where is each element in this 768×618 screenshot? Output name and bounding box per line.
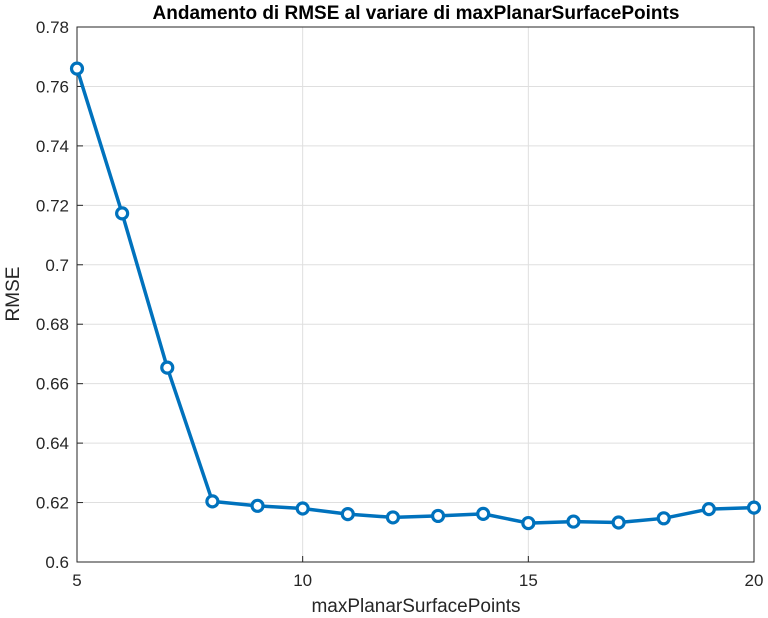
y-tick-label: 0.74 xyxy=(36,137,69,156)
data-point xyxy=(115,206,130,221)
y-axis-label: RMSE xyxy=(3,267,24,322)
x-tick-label: 5 xyxy=(72,571,81,590)
data-point xyxy=(566,514,581,529)
data-point xyxy=(476,506,491,521)
data-point xyxy=(521,515,536,531)
data-point xyxy=(69,61,85,76)
y-tick-label: 0.72 xyxy=(36,196,69,215)
data-point xyxy=(205,494,220,509)
plot-area xyxy=(77,27,754,562)
y-axis-ticks: 0.6 0.62 0.64 0.66 0.68 0.7 0.72 0.74 0.76 0.78 xyxy=(36,18,83,572)
data-point xyxy=(250,498,265,513)
y-tick-label: 0.78 xyxy=(36,18,69,37)
x-tick-label: 20 xyxy=(745,571,764,590)
data-point xyxy=(160,360,175,375)
y-tick-label: 0.7 xyxy=(45,256,69,275)
x-axis-ticks: 5 10 15 20 xyxy=(72,556,763,590)
y-tick-label: 0.6 xyxy=(45,553,69,572)
data-point xyxy=(295,501,310,516)
data-point xyxy=(430,508,446,524)
x-tick-label: 10 xyxy=(293,571,312,590)
data-point xyxy=(611,515,626,530)
data-point xyxy=(746,500,762,515)
chart-title: Andamento di RMSE al variare di maxPlana… xyxy=(153,3,680,24)
data-point xyxy=(701,501,716,517)
plot-frame xyxy=(76,26,755,563)
y-tick-label: 0.66 xyxy=(36,375,69,394)
data-point xyxy=(385,510,401,525)
y-tick-label: 0.64 xyxy=(36,434,69,453)
y-tick-label: 0.68 xyxy=(36,315,69,334)
x-axis-label: maxPlanarSurfacePoints xyxy=(311,596,520,617)
data-point xyxy=(656,511,671,526)
y-tick-label: 0.76 xyxy=(36,77,69,96)
data-point xyxy=(340,507,355,522)
x-tick-label: 15 xyxy=(519,571,538,590)
series-line xyxy=(75,68,755,525)
series-rmse xyxy=(69,61,762,531)
y-tick-label: 0.62 xyxy=(36,494,69,513)
